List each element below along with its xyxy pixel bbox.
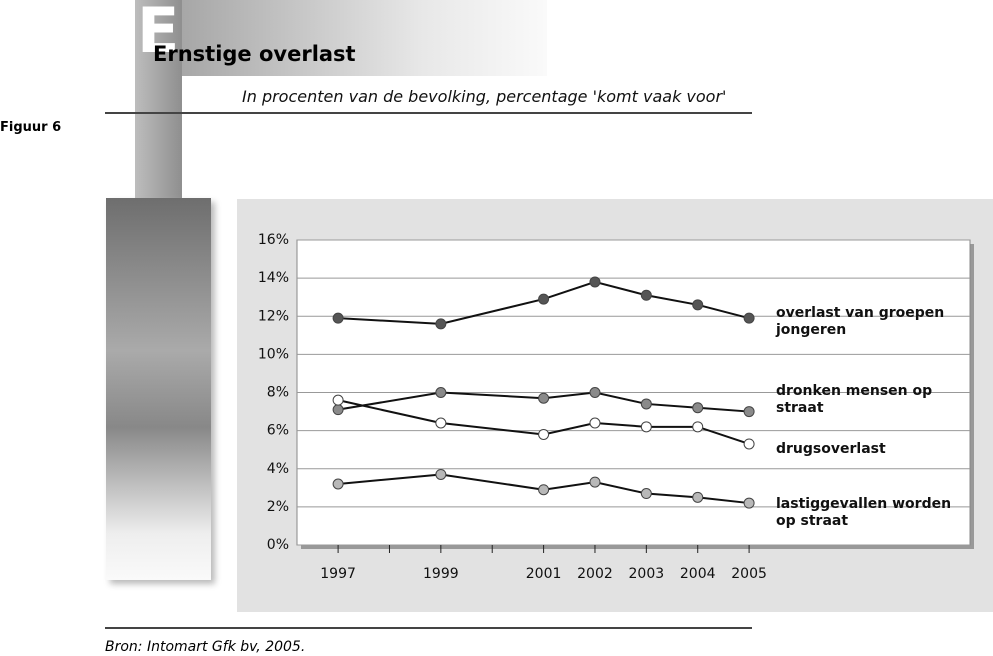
x-tick-label: 2003 (629, 566, 665, 582)
point (743, 406, 755, 418)
y-tick-label: 12% (258, 308, 289, 324)
chart-subtitle: In procenten van de bevolking, percentag… (242, 87, 727, 106)
point (332, 312, 344, 324)
point (692, 299, 704, 311)
point (332, 394, 344, 406)
side-bar (135, 0, 182, 198)
y-tick-label: 0% (267, 537, 289, 553)
point (640, 398, 652, 410)
series-label: drugsoverlast (776, 441, 886, 457)
point (743, 497, 755, 509)
photo (106, 198, 211, 580)
x-tick-label: 2004 (680, 566, 716, 582)
y-tick-label: 2% (267, 499, 289, 515)
point (692, 402, 704, 414)
x-tick-label: 1999 (423, 566, 459, 582)
point (538, 392, 550, 404)
title-band (135, 0, 547, 76)
point (743, 312, 755, 324)
point (589, 417, 601, 429)
initial-letter: E (137, 0, 180, 67)
point (332, 404, 344, 416)
point (640, 289, 652, 301)
point (743, 438, 755, 450)
y-tick-label: 14% (258, 270, 289, 286)
y-tick-label: 8% (267, 385, 289, 401)
x-tick-label: 2001 (526, 566, 562, 582)
point (589, 276, 601, 288)
point (538, 484, 550, 496)
figure-label: Figuur 6 (0, 120, 62, 135)
point (435, 468, 447, 480)
chart-title: Ernstige overlast (153, 42, 356, 66)
point (538, 428, 550, 440)
point (435, 318, 447, 330)
point (538, 293, 550, 305)
y-tick-label: 16% (258, 232, 289, 248)
x-tick-label: 2002 (577, 566, 613, 582)
point (589, 476, 601, 488)
series-label: overlast van groepen jongeren (776, 305, 945, 338)
series-label: lastiggevallen worden op straat (776, 496, 952, 529)
point (692, 491, 704, 503)
point (589, 387, 601, 398)
series-label: dronken mensen op straat (776, 383, 933, 416)
bottom-rule (105, 627, 752, 629)
y-tick-label: 6% (267, 423, 289, 439)
source: Bron: Intomart Gfk bv, 2005. (105, 639, 306, 655)
y-tick-label: 4% (267, 461, 289, 477)
point (435, 387, 447, 398)
y-tick-label: 10% (258, 346, 289, 362)
x-tick-label: 2005 (731, 566, 767, 582)
point (332, 478, 344, 490)
point (692, 421, 704, 433)
point (435, 417, 447, 429)
top-rule (105, 112, 752, 114)
point (640, 488, 652, 500)
x-tick-label: 1997 (320, 566, 356, 582)
point (640, 421, 652, 433)
